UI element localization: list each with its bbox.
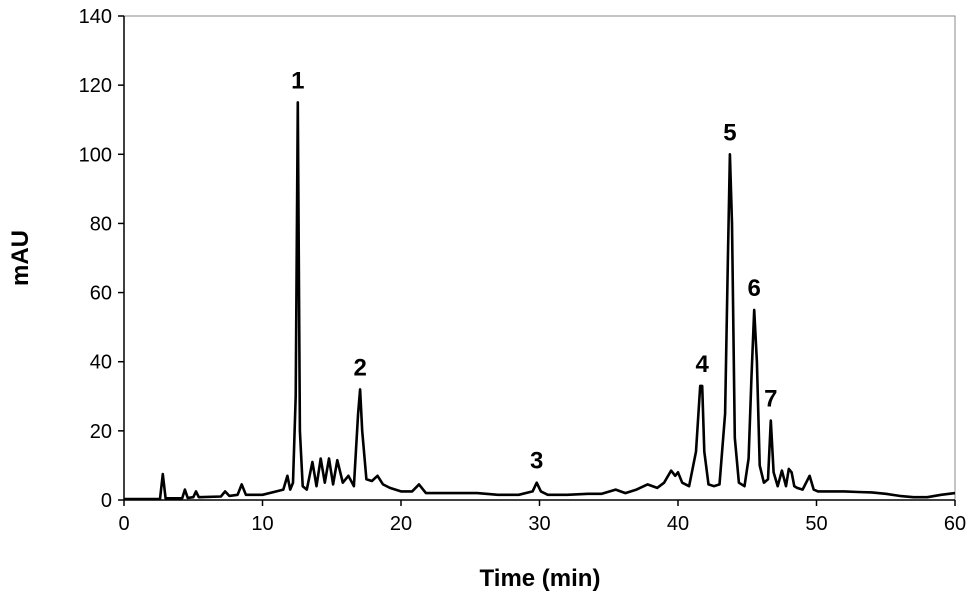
plot-frame	[123, 15, 956, 501]
y-axis-title: mAU	[7, 230, 34, 286]
peak-label-4: 4	[696, 351, 710, 378]
x-tick-label: 60	[944, 513, 966, 535]
y-axis: 0 20 40 60 80 100 120 140	[79, 6, 124, 512]
y-tick-label: 80	[90, 213, 112, 235]
peak-label-5: 5	[723, 119, 736, 146]
peak-label-2: 2	[353, 354, 366, 381]
y-tick-label: 60	[90, 283, 112, 305]
y-tick-label: 100	[79, 144, 112, 166]
peak-label-3: 3	[530, 448, 543, 475]
y-tick-label: 140	[79, 6, 112, 28]
x-tick-label: 50	[805, 513, 827, 535]
peak-label-7: 7	[764, 385, 777, 412]
series-layer	[124, 101, 956, 501]
x-tick-label: 40	[667, 513, 689, 535]
peak-label-6: 6	[747, 275, 760, 302]
peak-label-1: 1	[291, 67, 304, 94]
y-tick-label: 40	[90, 352, 112, 374]
peak-annotations: 1 2 3 4 5 6 7	[291, 67, 777, 474]
x-axis: 0 10 20 30 40 50 60	[118, 500, 966, 535]
y-tick-label: 120	[79, 75, 112, 97]
x-tick-label: 0	[118, 513, 129, 535]
x-tick-label: 30	[528, 513, 550, 535]
y-tick-label: 0	[101, 490, 112, 512]
y-tick-label: 20	[90, 421, 112, 443]
plot-border	[123, 15, 956, 501]
x-tick-label: 20	[390, 513, 412, 535]
x-tick-label: 10	[251, 513, 273, 535]
x-axis-title: Time (min)	[480, 565, 601, 592]
chromatogram-trace	[124, 101, 956, 501]
